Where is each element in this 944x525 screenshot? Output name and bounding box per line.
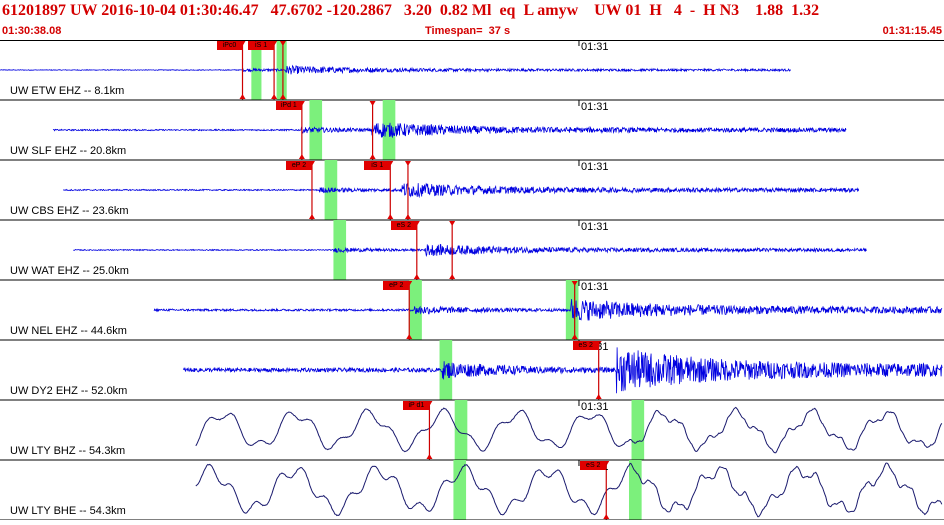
- analysis-window: [628, 460, 642, 520]
- pick-marker-bottom: [298, 154, 305, 159]
- minute-tick-label: 01:31: [580, 101, 609, 113]
- waveform-trace: [153, 299, 943, 321]
- trace-station-label: UW NEL EHZ -- 44.6km: [10, 325, 127, 337]
- waveform-trace: [195, 462, 943, 518]
- pick-marker-top: [369, 101, 376, 106]
- trace-station-label: UW LTY BHZ -- 54.3km: [10, 445, 126, 457]
- waveform-panel[interactable]: 01:31 iPc0 iS 1 UW ETW EHZ -- 8.1km 01:31 iPd…: [0, 40, 944, 521]
- analysis-window: [631, 400, 645, 460]
- pick-marker-bottom: [279, 94, 286, 99]
- pick-marker-bottom: [603, 514, 610, 519]
- trace-station-label: UW ETW EHZ -- 8.1km: [10, 85, 125, 97]
- window-end-time: 01:31:15.45: [882, 25, 942, 37]
- waveform-trace: [182, 347, 943, 394]
- minute-tick-label: 01:31: [580, 161, 609, 173]
- phase-pick-tag[interactable]: iPc0: [216, 41, 243, 50]
- minute-tick-label: 01:31: [580, 221, 609, 233]
- waveform-trace: [73, 243, 867, 258]
- phase-pick-tag[interactable]: iS 1: [364, 161, 391, 170]
- pick-marker-bottom: [369, 154, 376, 159]
- pick-marker-top: [279, 41, 286, 46]
- pick-marker-bottom: [239, 94, 246, 99]
- phase-pick-tag[interactable]: iPd 1: [275, 101, 302, 110]
- analysis-window: [333, 220, 347, 280]
- phase-pick-tag[interactable]: eP 2: [285, 161, 312, 170]
- analysis-window: [439, 340, 453, 400]
- pick-marker-bottom: [571, 334, 578, 339]
- trace-station-label: UW SLF EHZ -- 20.8km: [10, 145, 127, 157]
- pick-marker-bottom: [449, 274, 456, 279]
- minute-tick-label: 01:31: [580, 281, 609, 293]
- analysis-window: [453, 460, 467, 520]
- event-header: 61201897 UW 2016-10-04 01:30:46.47 47.67…: [0, 0, 944, 40]
- phase-pick-tag[interactable]: eS 2: [580, 461, 607, 470]
- pick-marker-bottom: [271, 94, 278, 99]
- trace-station-label: UW WAT EHZ -- 25.0km: [10, 265, 129, 277]
- waveform-trace: [195, 406, 943, 454]
- phase-pick-tag[interactable]: iP d1: [403, 401, 430, 410]
- waveform-canvas[interactable]: [0, 40, 944, 521]
- analysis-window: [309, 100, 323, 160]
- trace-station-label: UW CBS EHZ -- 23.6km: [10, 205, 129, 217]
- pick-marker-top: [571, 281, 578, 286]
- analysis-window: [454, 400, 468, 460]
- minute-tick-label: 01:31: [580, 41, 609, 53]
- waveform-trace: [62, 182, 860, 199]
- timespan-readout: Timespan= 37 s: [425, 25, 511, 37]
- pick-marker-bottom: [595, 394, 602, 399]
- event-summary-line: 61201897 UW 2016-10-04 01:30:46.47 47.67…: [2, 2, 820, 19]
- phase-pick-tag[interactable]: iS 1: [248, 41, 275, 50]
- trace-station-label: UW LTY BHE -- 54.3km: [10, 505, 126, 517]
- trace-station-label: UW DY2 EHZ -- 52.0km: [10, 385, 128, 397]
- phase-pick-tag[interactable]: eP 2: [383, 281, 410, 290]
- waveform-trace: [0, 64, 791, 75]
- pick-marker-bottom: [426, 454, 433, 459]
- minute-tick-label: 01:31: [580, 401, 609, 413]
- pick-marker-bottom: [413, 274, 420, 279]
- pick-marker-bottom: [387, 214, 394, 219]
- phase-pick-tag[interactable]: eS 2: [390, 221, 417, 230]
- pick-marker-bottom: [404, 214, 411, 219]
- pick-marker-bottom: [406, 334, 413, 339]
- pick-marker-bottom: [308, 214, 315, 219]
- pick-marker-top: [449, 221, 456, 226]
- waveform-trace: [52, 122, 847, 139]
- pick-marker-top: [404, 161, 411, 166]
- phase-pick-tag[interactable]: eS 2: [572, 341, 599, 350]
- window-start-time: 01:30:38.08: [2, 25, 62, 37]
